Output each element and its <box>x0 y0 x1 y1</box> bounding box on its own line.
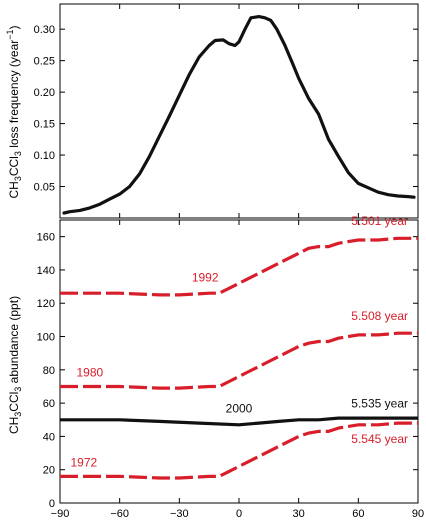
abundance-line-2000 <box>60 416 418 427</box>
bottom-y-tick-label: 60 <box>43 398 55 410</box>
bottom-y-tick-label: 140 <box>37 265 55 277</box>
series-lifetime-label: 5.508 year <box>351 309 408 323</box>
bottom-y-tick-label: 40 <box>43 431 55 443</box>
top-y-tick-label: 0.25 <box>34 56 55 68</box>
top-y-tick-label: 0.20 <box>34 87 55 99</box>
bottom-series-lines <box>60 236 418 480</box>
top-y-tick-label: 0.30 <box>34 24 55 36</box>
x-tick-label: −90 <box>51 508 70 520</box>
bottom-y-tick-label: 80 <box>43 365 55 377</box>
bottom-panel-frame <box>59 219 419 504</box>
top-x-tick-marks <box>59 4 419 218</box>
abundance-line-1972 <box>60 421 418 480</box>
bottom-y-tick-label: 100 <box>37 332 55 344</box>
top-y-tick-label: 0.15 <box>34 119 55 131</box>
bottom-series-labels: 1992 5.501 year 1980 5.508 year 2000 5.535 ye… <box>71 214 408 469</box>
series-year-label: 1980 <box>76 365 103 379</box>
bottom-y-tick-label: 120 <box>37 298 55 310</box>
x-tick-label: 0 <box>236 508 242 520</box>
x-tick-label: 30 <box>293 508 305 520</box>
top-series-lines <box>62 15 416 215</box>
x-tick-label: 60 <box>352 508 364 520</box>
bottom-y-ticks: 0 20 40 60 80 100 120 140 160 <box>37 232 418 510</box>
bottom-y-tick-label: 20 <box>43 465 55 477</box>
loss-frequency-line <box>62 15 416 215</box>
series-year-label: 2000 <box>226 401 253 415</box>
x-ticks: −90 −60 −30 0 30 60 90 <box>51 220 424 520</box>
x-tick-label: −30 <box>170 508 189 520</box>
series-year-label: 1972 <box>71 455 98 469</box>
series-year-label: 1992 <box>192 271 219 285</box>
series-lifetime-label: 5.501 year <box>351 214 408 228</box>
series-lifetime-label: 5.545 year <box>351 432 408 446</box>
top-y-ticks: 0.05 0.10 0.15 0.20 0.25 0.30 <box>34 24 418 194</box>
bottom-y-axis-label: CH3CCl3 abundance (ppt) <box>7 296 23 434</box>
top-y-tick-label: 0.05 <box>34 182 55 194</box>
bottom-y-tick-label: 160 <box>37 232 55 244</box>
x-tick-label: 90 <box>412 508 424 520</box>
bottom-y-tick-label: 0 <box>49 498 55 510</box>
abundance-line-1980 <box>60 331 418 390</box>
top-y-axis-label: CH3CCl3 loss frequency (year−1) <box>5 25 23 198</box>
top-y-tick-label: 0.10 <box>34 150 55 162</box>
abundance-line-1992 <box>60 236 418 297</box>
x-tick-label: −60 <box>110 508 129 520</box>
series-lifetime-label: 5.535 year <box>351 396 408 410</box>
